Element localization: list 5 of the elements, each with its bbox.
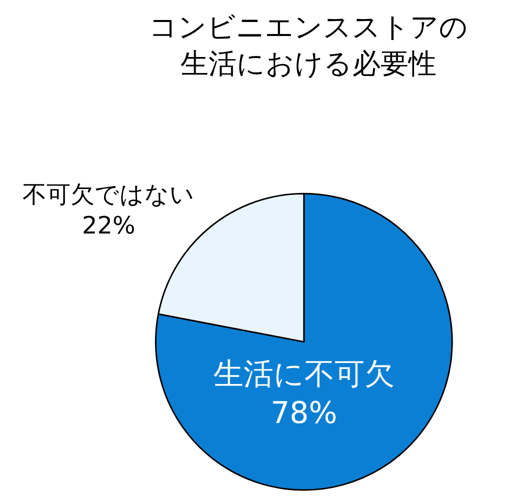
data-label: 78% bbox=[270, 396, 338, 431]
data-label: 22% bbox=[82, 212, 136, 240]
slice-label: 生活に不可欠 bbox=[213, 356, 394, 392]
slice-label: 不可欠ではない bbox=[22, 180, 195, 208]
chart-title: コンビニエンスストアの生活における必要性 bbox=[148, 10, 468, 80]
